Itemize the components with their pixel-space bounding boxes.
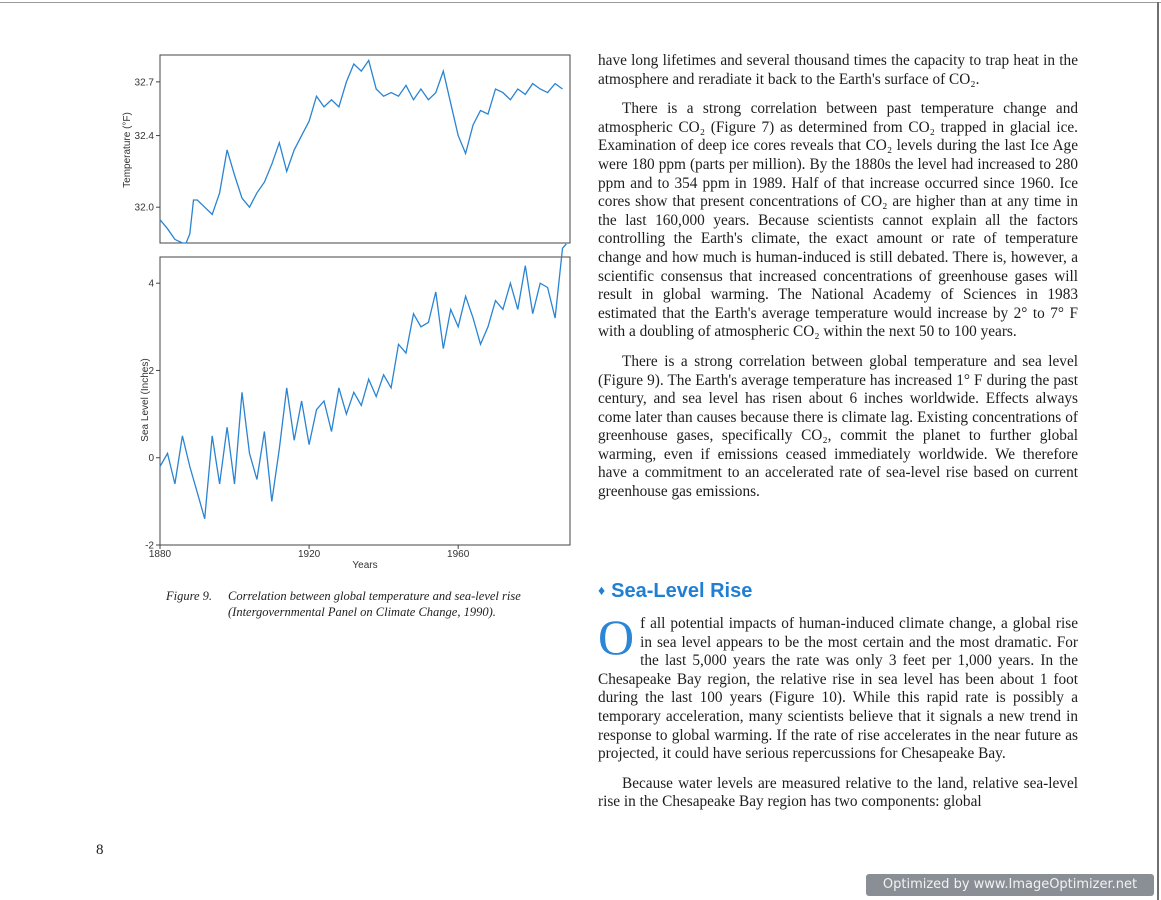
- sea-level-y-axis-label: Sea Level (Inches): [140, 358, 151, 441]
- paragraph-sea-level-intro-text: f all potential impacts of human-induced…: [598, 615, 1078, 763]
- x-tick-label: 1880: [149, 549, 172, 560]
- top-border: [0, 2, 1161, 3]
- y-tick-label: 32.7: [135, 77, 155, 88]
- y-tick-label: 32.4: [135, 131, 155, 142]
- section-heading-text: Sea-Level Rise: [611, 580, 753, 602]
- caption-line-2: (Intergovernmental Panel on Climate Chan…: [228, 605, 496, 619]
- sea-level-chart-frame: [159, 256, 571, 546]
- y-tick-label: 4: [148, 279, 154, 290]
- figure-caption: Figure 9. Correlation between global temp…: [166, 588, 566, 620]
- temperature-chart: 32.7 32.4 32.0 Temperature (°F): [122, 54, 571, 244]
- page-number: 8: [96, 842, 104, 858]
- y-tick-label: -2: [145, 541, 154, 552]
- paragraph-temperature-sea-level: There is a strong correlation between gl…: [598, 352, 1078, 501]
- text-column: have long lifetimes and several thousand…: [598, 52, 1078, 502]
- paragraph-co2-lifetimes: have long lifetimes and several thousand…: [598, 52, 1078, 88]
- y-tick-label: 32.0: [135, 203, 155, 214]
- x-tick-label: 1920: [298, 549, 321, 560]
- sea-level-series-line: [159, 243, 567, 519]
- x-axis-label: Years: [352, 560, 377, 571]
- watermark-badge: Optimized by www.ImageOptimizer.net: [866, 874, 1154, 896]
- drop-cap: O: [598, 609, 635, 665]
- right-page-edge: [1157, 2, 1159, 900]
- x-tick-label: 1960: [447, 549, 470, 560]
- caption-line-1: Correlation between global temperature a…: [228, 589, 521, 603]
- section-heading: ♦ Sea-Level Rise: [598, 580, 752, 603]
- paragraph-relative-sea-level: Because water levels are measured relati…: [598, 774, 1078, 811]
- diamond-bullet-icon: ♦: [598, 582, 606, 598]
- y-tick-label: 0: [148, 453, 154, 464]
- figure-9: 32.7 32.4 32.0 Temperature (°F) 4 2 0 -2 1880 1…: [0, 0, 580, 640]
- temperature-series-line: [159, 58, 563, 244]
- figure-label: Figure 9.: [166, 589, 213, 603]
- temperature-chart-frame: [159, 54, 571, 244]
- temperature-y-axis-label: Temperature (°F): [122, 112, 133, 188]
- paragraph-co2-correlation: There is a strong correlation between pa…: [598, 100, 1078, 341]
- y-tick-label: 2: [148, 366, 154, 377]
